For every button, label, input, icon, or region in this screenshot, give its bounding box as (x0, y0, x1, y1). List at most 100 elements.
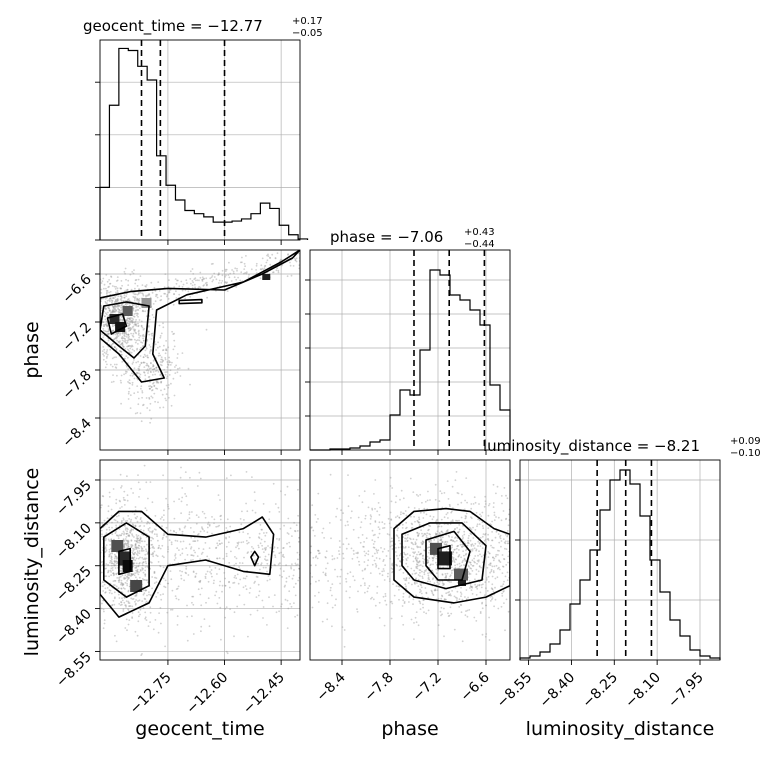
scatter-point (100, 504, 103, 506)
scatter-point (254, 499, 256, 502)
scatter-point (193, 531, 195, 533)
scatter-point (120, 486, 122, 489)
scatter-point (264, 265, 267, 267)
scatter-point (201, 527, 204, 530)
scatter-point (116, 556, 118, 559)
scatter-point (156, 379, 159, 382)
scatter-point (471, 543, 474, 546)
scatter-point (184, 289, 187, 292)
scatter-point (166, 582, 169, 585)
scatter-point (373, 540, 376, 543)
scatter-point (396, 515, 399, 517)
histogram-bar (550, 644, 560, 660)
scatter-point (224, 281, 227, 283)
scatter-point (141, 284, 144, 286)
scatter-point (147, 365, 150, 367)
scatter-point (433, 582, 436, 584)
density-cell (130, 580, 143, 592)
scatter-point (120, 306, 122, 309)
scatter-point (147, 497, 149, 500)
scatter-point (492, 571, 495, 574)
scatter-point (280, 603, 283, 605)
scatter-point (426, 499, 429, 502)
scatter-point (463, 521, 466, 523)
scatter-point (156, 296, 159, 299)
scatter-point (160, 381, 163, 384)
scatter-point (136, 314, 138, 317)
scatter-point (106, 324, 108, 327)
scatter-point (135, 534, 138, 536)
scatter-point (134, 544, 137, 546)
scatter-point (419, 575, 421, 577)
scatter-point (111, 330, 114, 333)
scatter-point (115, 560, 118, 563)
scatter-point (181, 352, 184, 354)
scatter-point (485, 604, 487, 607)
scatter-point (403, 547, 405, 549)
scatter-point (357, 536, 360, 539)
scatter-point (410, 515, 412, 518)
scatter-point (136, 554, 139, 557)
scatter-point (416, 531, 419, 534)
scatter-point (126, 546, 129, 549)
scatter-point (491, 565, 494, 568)
scatter-point (454, 528, 456, 530)
scatter-point (114, 561, 116, 564)
panel-frame (309, 249, 511, 451)
scatter-point (247, 551, 250, 553)
scatter-point (403, 601, 406, 603)
scatter-point (230, 550, 232, 553)
scatter-point (126, 539, 129, 542)
scatter-point (125, 618, 128, 621)
scatter-point (116, 291, 119, 294)
scatter-point (347, 474, 349, 476)
scatter-point (134, 551, 137, 554)
scatter-point (116, 305, 119, 307)
scatter-point (486, 566, 489, 569)
scatter-point (440, 606, 443, 609)
scatter-point (140, 517, 142, 519)
scatter-point (131, 574, 133, 576)
scatter-point (130, 338, 133, 341)
density-cell (122, 560, 133, 572)
scatter-point (135, 324, 138, 327)
scatter-point (140, 654, 143, 656)
density-cell (109, 314, 120, 324)
scatter-point (475, 573, 478, 576)
scatter-point (467, 564, 470, 567)
scatter-point (108, 491, 111, 494)
scatter-point (163, 556, 165, 559)
scatter-point (491, 575, 494, 578)
scatter-point (172, 530, 175, 532)
scatter-point (118, 350, 121, 352)
scatter-point (506, 535, 509, 538)
scatter-point (380, 547, 382, 549)
scatter-point (218, 568, 221, 571)
scatter-point (405, 577, 408, 580)
scatter-point (467, 596, 469, 599)
scatter-point (117, 305, 120, 308)
scatter-point (184, 493, 187, 495)
scatter-point (117, 308, 120, 311)
scatter-point (123, 596, 126, 599)
scatter-point (261, 548, 264, 550)
scatter-point (142, 561, 145, 563)
scatter-point (109, 290, 112, 293)
scatter-point (162, 566, 165, 569)
scatter-point (401, 605, 404, 607)
scatter-point (193, 283, 196, 286)
scatter-point (110, 297, 112, 300)
scatter-point (159, 583, 162, 585)
scatter-point (295, 257, 298, 260)
scatter-point (136, 372, 138, 375)
scatter-point (137, 292, 140, 295)
scatter-point (452, 551, 455, 553)
scatter-point (158, 345, 161, 348)
scatter-point (419, 602, 422, 605)
scatter-point (121, 582, 123, 585)
scatter-point (342, 543, 345, 546)
xlabel-phase: phase (381, 718, 438, 740)
scatter-point (127, 298, 129, 301)
scatter-point (103, 325, 105, 327)
scatter-point (359, 526, 362, 529)
